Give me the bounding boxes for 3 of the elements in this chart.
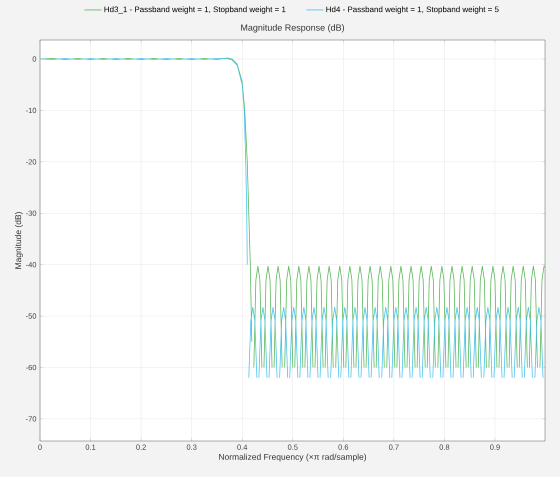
chart-title: Magnitude Response (dB)	[241, 24, 344, 32]
y-axis-title: Magnitude (dB)	[14, 212, 23, 269]
x-axis-title: Normalized Frequency (×π rad/sample)	[219, 454, 366, 462]
